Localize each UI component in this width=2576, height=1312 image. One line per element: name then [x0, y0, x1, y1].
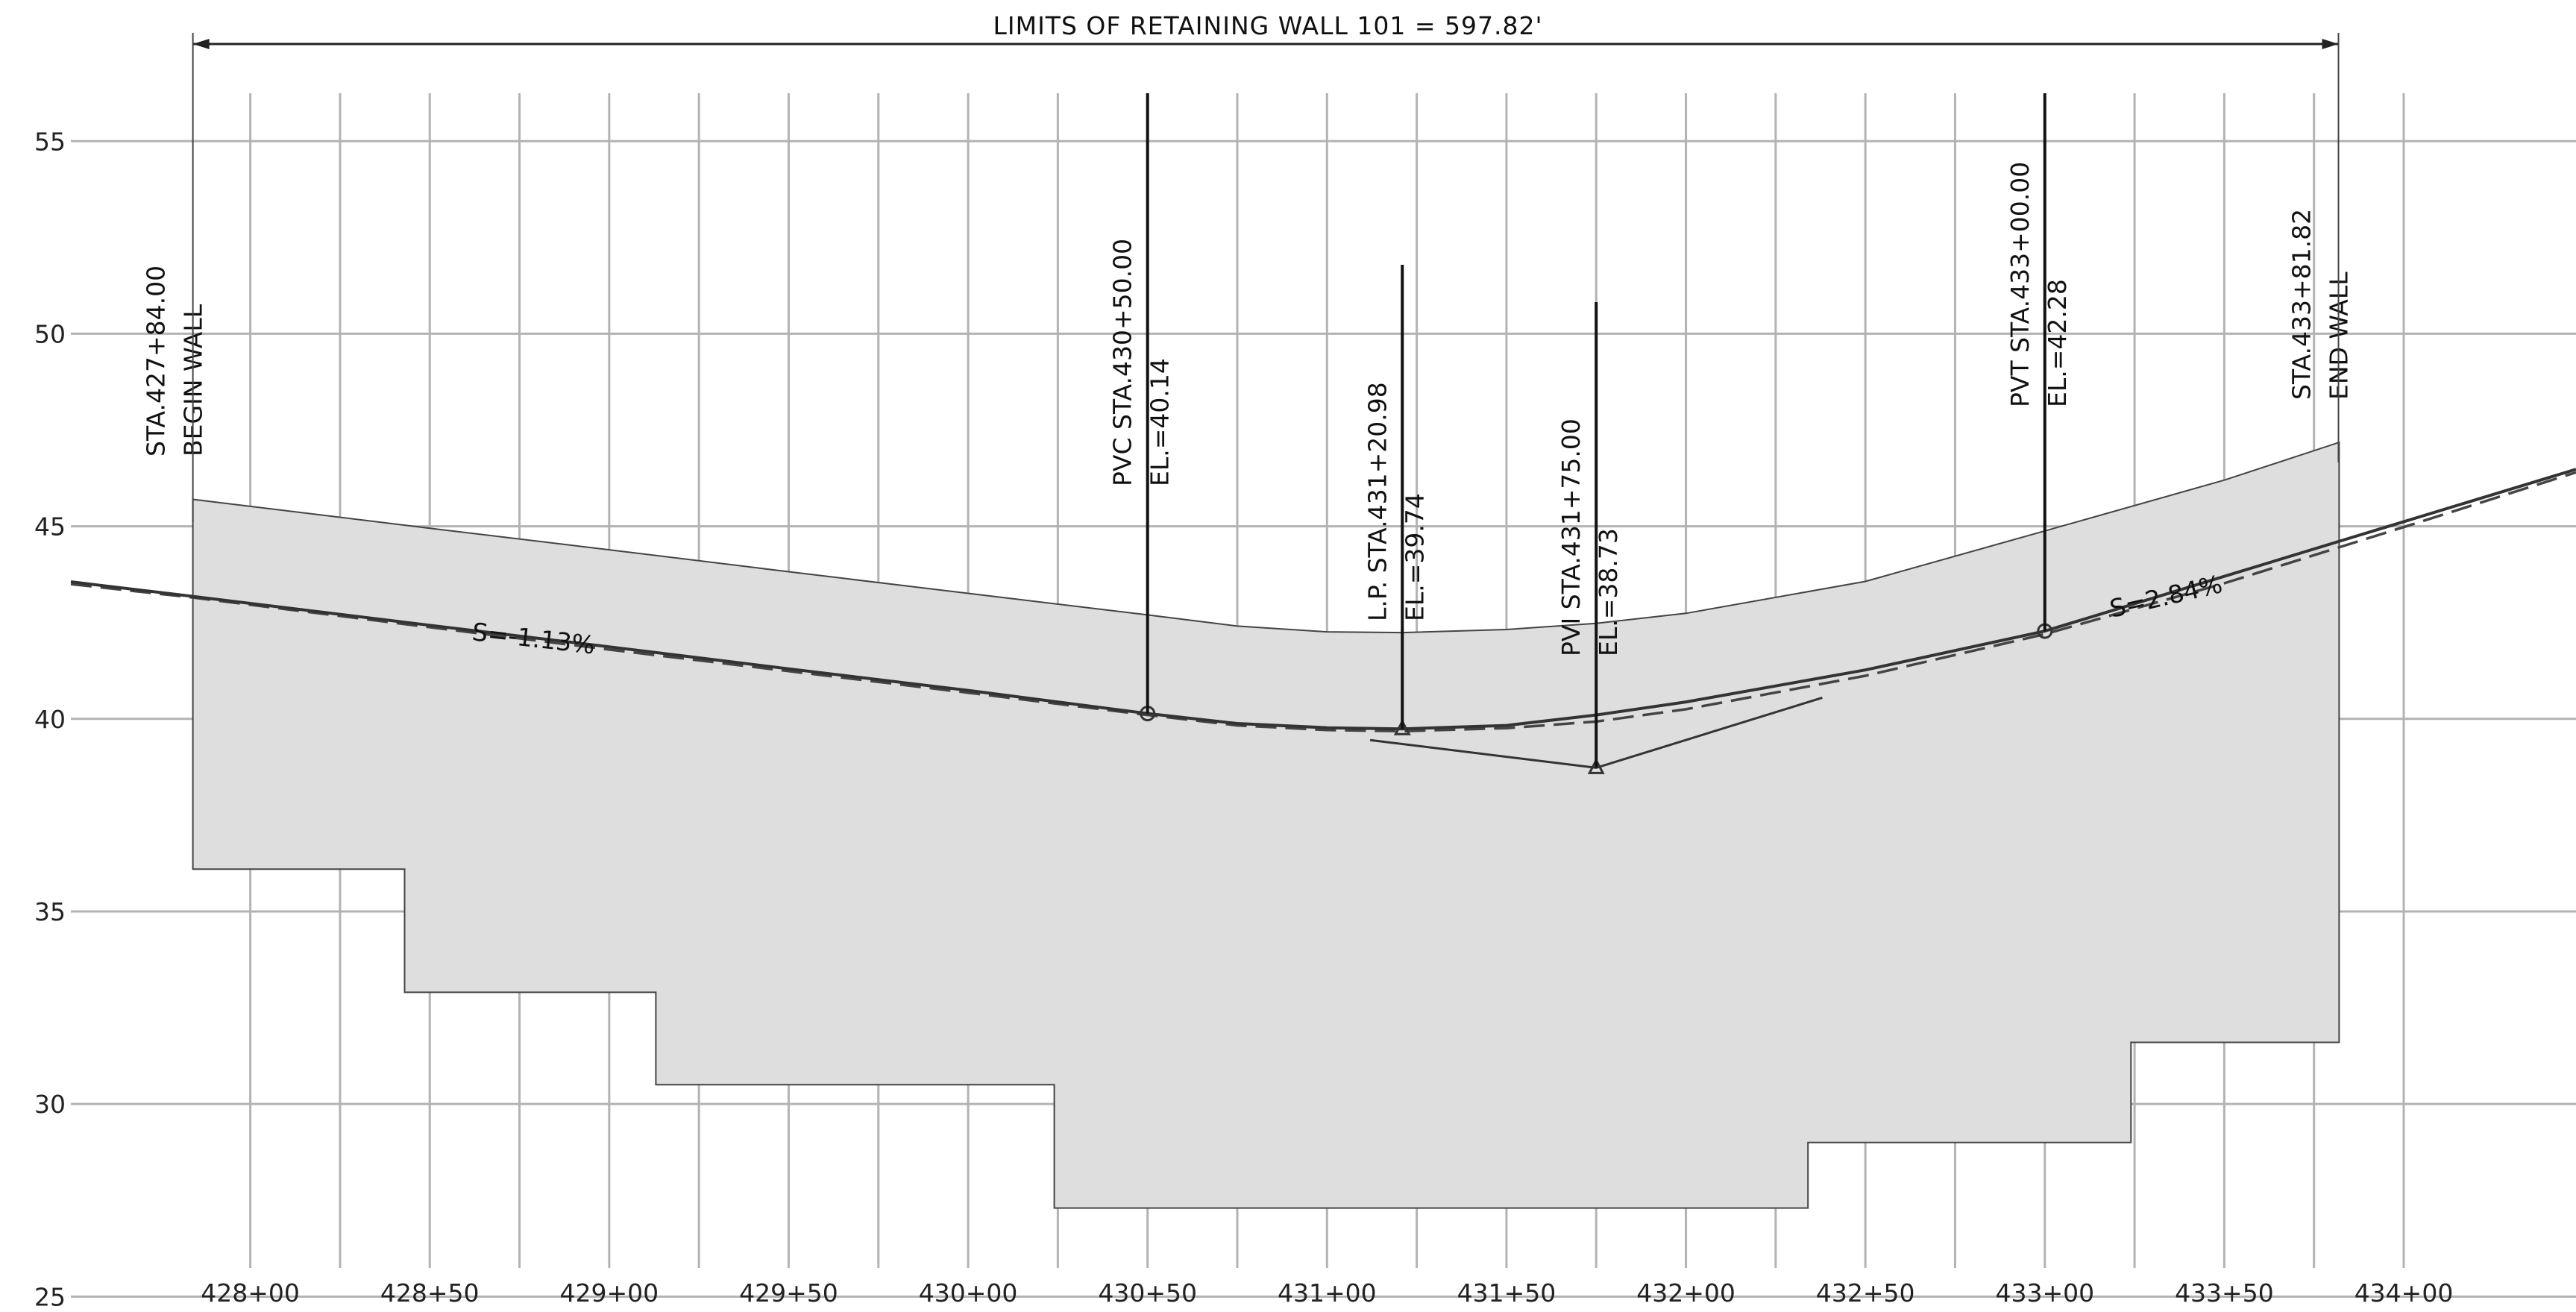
x-tick-label: 434+00: [2354, 1278, 2454, 1308]
wall-section: [192, 441, 2340, 1209]
pvi-label-2: EL.=38.73: [1594, 528, 1623, 656]
y-tick-label: 45: [34, 512, 66, 542]
pvt-label-2: EL.=42.28: [2043, 279, 2072, 407]
y-tick-label: 35: [34, 897, 66, 926]
x-tick-label: 428+50: [380, 1278, 480, 1308]
begin-wall-label-1: STA.427+84.00: [142, 266, 171, 456]
x-tick-label: 433+00: [1995, 1278, 2094, 1308]
chart-title: LIMITS OF RETAINING WALL 101 = 597.82': [993, 11, 1542, 40]
existing-ground-line: [70, 471, 2576, 733]
x-tick-label: 433+50: [2175, 1278, 2274, 1308]
x-tick-label: 429+50: [739, 1278, 838, 1308]
dimension-arrow-left: [192, 39, 210, 49]
x-tick-label: 430+50: [1098, 1278, 1197, 1308]
x-tick-label: 431+00: [1278, 1278, 1377, 1308]
wall-limits-dimension: LIMITS OF RETAINING WALL 101 = 597.82': [192, 11, 2340, 522]
x-tick-label: 429+00: [560, 1278, 659, 1308]
profile-lines: [70, 468, 2576, 774]
proposed-profile-line: [70, 468, 2576, 731]
retaining-wall-area: [192, 441, 2340, 1209]
pvc-label-1: PVC STA.430+50.00: [1108, 239, 1137, 486]
station-leaders: [1146, 93, 2046, 768]
pvt-label-1: PVT STA.433+00.00: [2005, 162, 2035, 407]
y-tick-label: 40: [34, 705, 66, 734]
y-tick-label: 50: [34, 319, 66, 348]
lp-label-1: L.P. STA.431+20.98: [1363, 382, 1392, 621]
pvi-label-1: PVI STA.431+75.00: [1556, 418, 1586, 656]
x-tick-label: 432+00: [1636, 1278, 1735, 1308]
x-tick-label: 428+00: [201, 1278, 300, 1308]
y-tick-label: 25: [34, 1282, 66, 1311]
end-wall-label-1: STA.433+81.82: [2287, 209, 2316, 400]
x-tick-label: 431+50: [1457, 1278, 1556, 1308]
axis-ticks: 25 30 35 40 45 50 55 428+00 428+50 429+00 429+50 43…: [34, 127, 2453, 1311]
dimension-arrow-right: [2322, 39, 2339, 49]
pvi-marker: [1587, 758, 1605, 774]
lp-label-2: EL.=39.74: [1400, 493, 1429, 621]
y-tick-label: 30: [34, 1090, 66, 1119]
x-tick-label: 430+00: [919, 1278, 1018, 1308]
lp-marker: [1393, 719, 1411, 735]
pvc-label-2: EL.=40.14: [1146, 358, 1175, 486]
vertical-curve-tangents: [1369, 696, 1823, 769]
y-tick-label: 55: [34, 127, 66, 156]
x-tick-label: 432+50: [1816, 1278, 1915, 1308]
